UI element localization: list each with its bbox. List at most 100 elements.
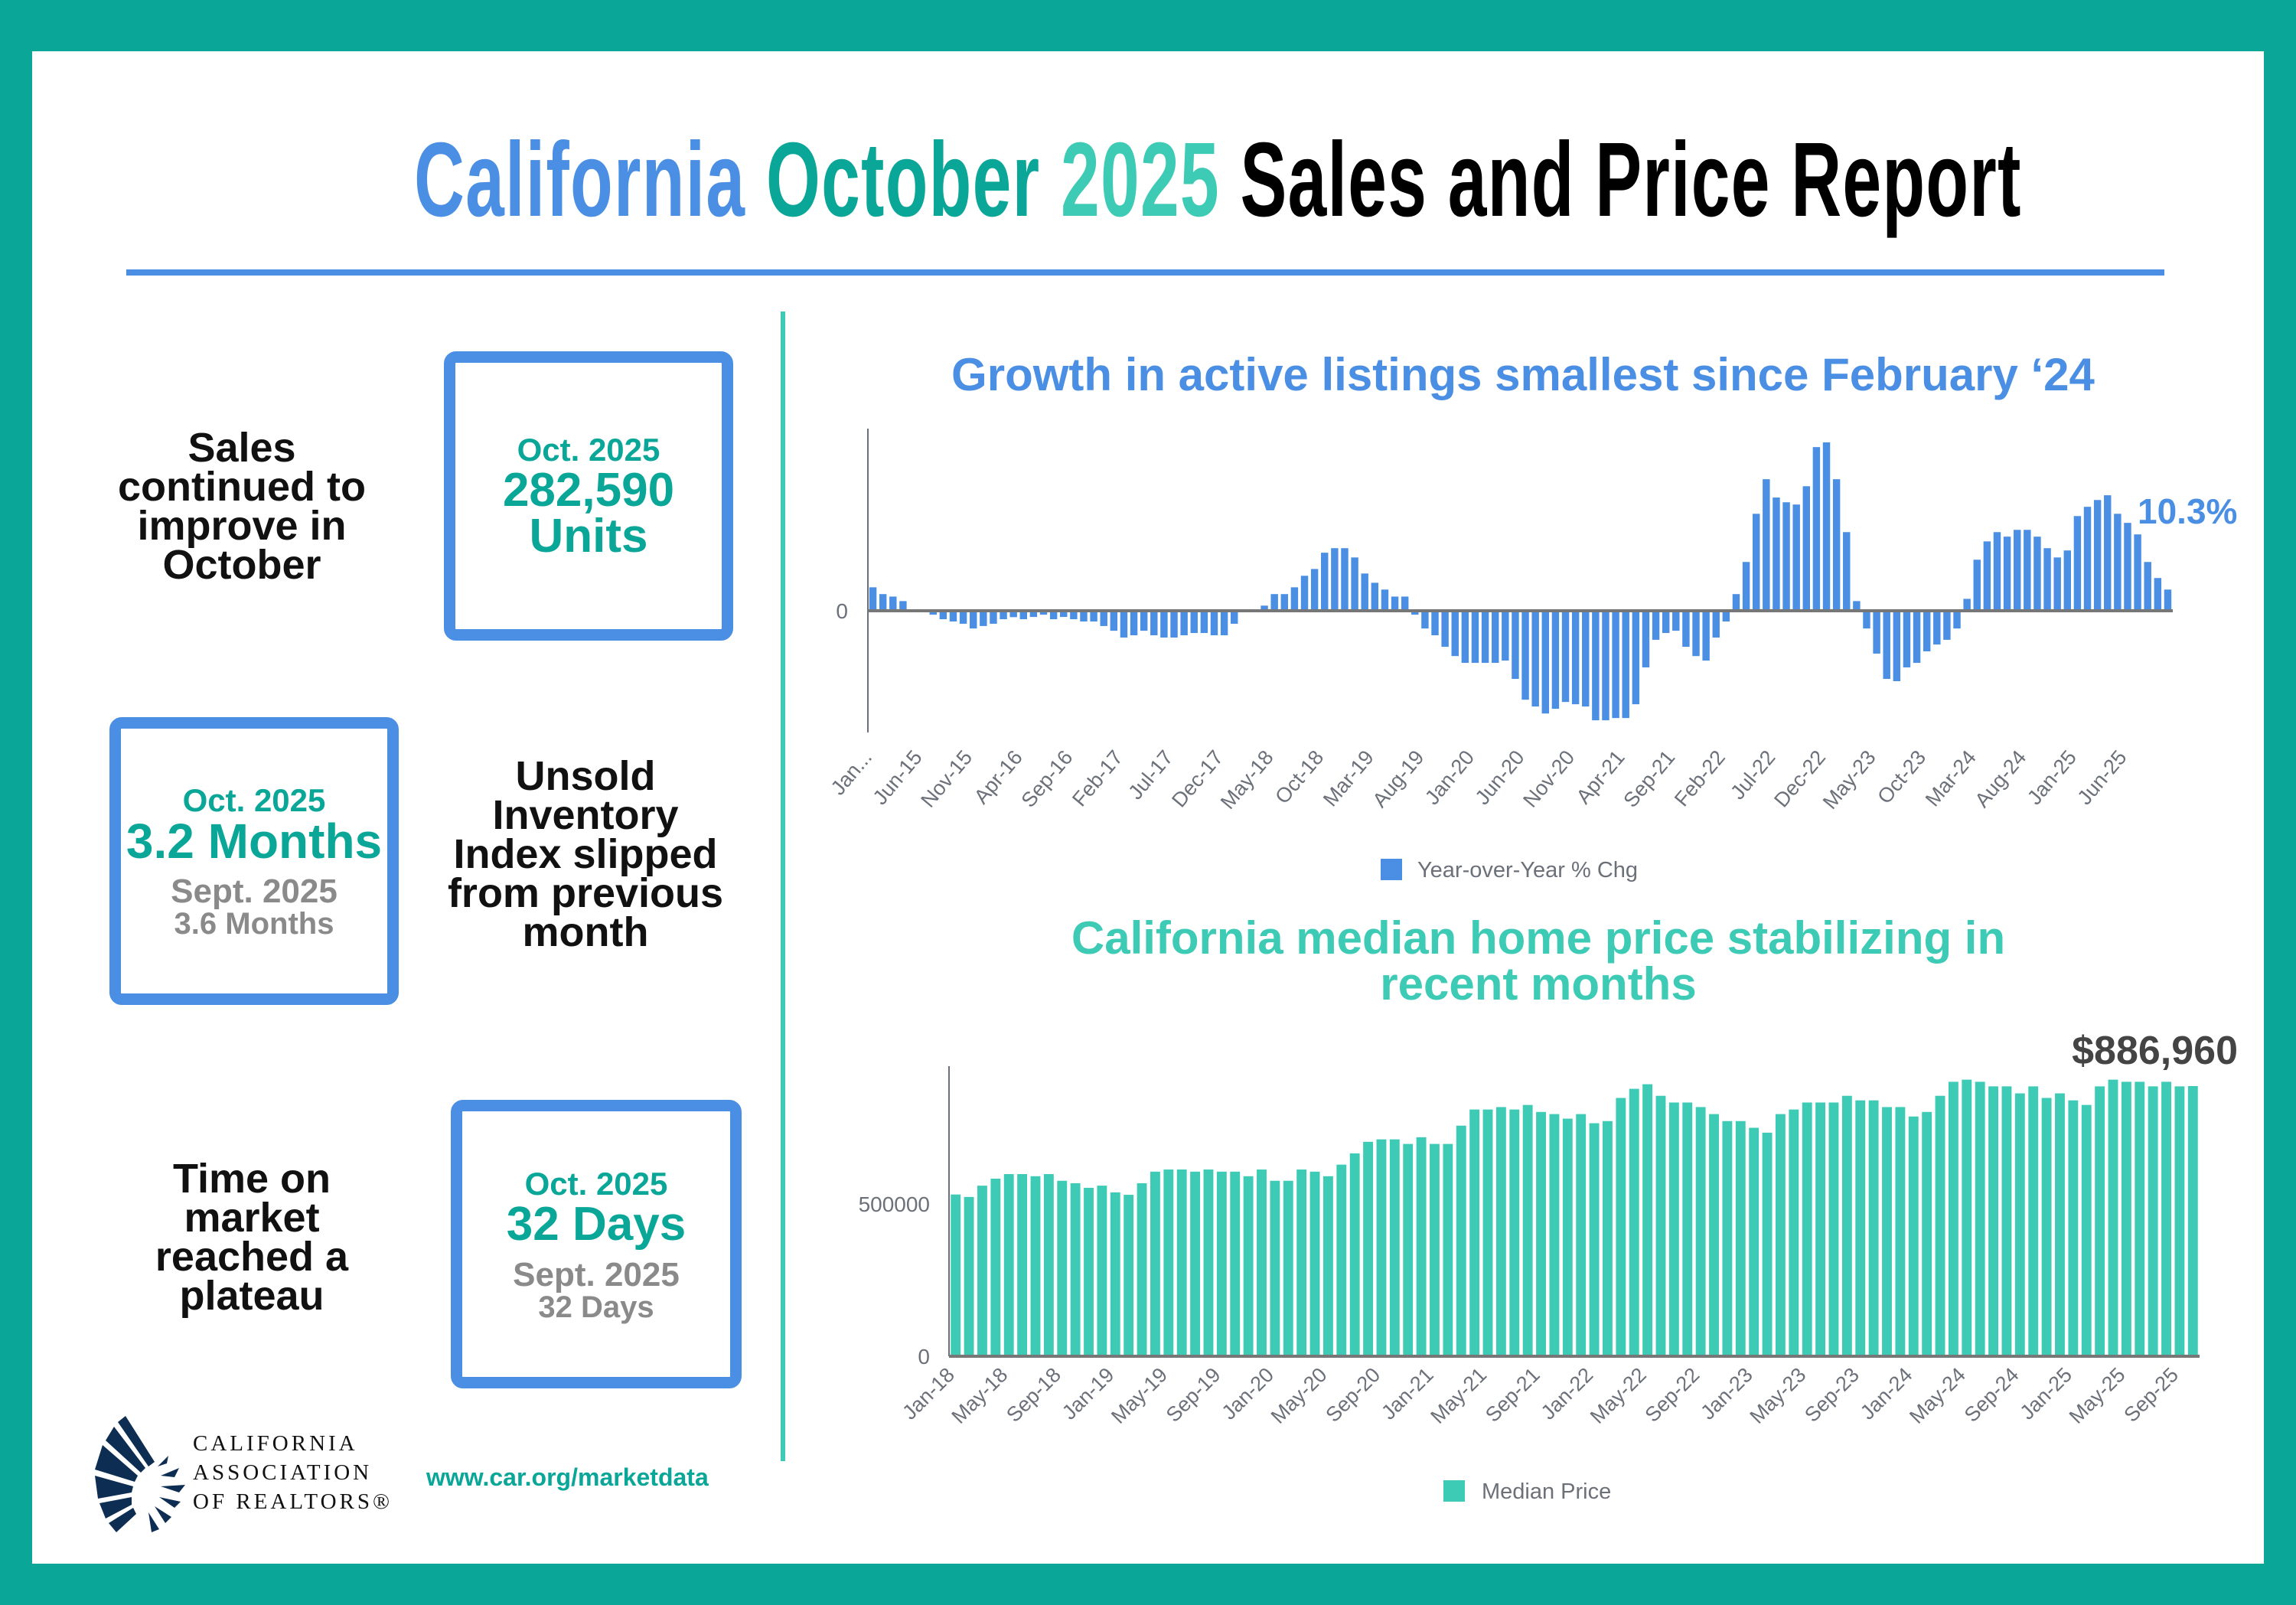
price-bar: [977, 1186, 987, 1356]
listings-bar: [1180, 611, 1188, 636]
listings-bar: [1853, 601, 1861, 611]
listings-bar: [1039, 611, 1048, 615]
listings-bar: [1150, 611, 1158, 636]
car-logo-text: CALIFORNIA ASSOCIATION OF REALTORS®: [193, 1429, 393, 1516]
price-bar: [1935, 1095, 1945, 1356]
listings-bar: [1883, 611, 1890, 680]
sales-period: Oct. 2025: [517, 432, 660, 468]
price-bar: [1097, 1186, 1107, 1356]
price-x-tick: May-24: [1905, 1363, 1970, 1428]
listings-bar: [1933, 611, 1941, 645]
listings-bar: [1963, 599, 1971, 611]
listings-bar: [1381, 589, 1389, 611]
price-bar: [2135, 1081, 2145, 1356]
price-bar: [1668, 1102, 1679, 1356]
price-bar: [1443, 1143, 1453, 1356]
listings-bar: [1782, 502, 1790, 611]
listings-bar: [2063, 550, 2072, 611]
listings-x-tick: Oct-23: [1873, 746, 1930, 808]
listings-bar: [1642, 611, 1650, 667]
logo-line: OF REALTORS®: [193, 1489, 393, 1514]
caption-line: October: [162, 542, 321, 588]
price-bar: [1176, 1169, 1187, 1356]
listings-bar: [1160, 611, 1168, 638]
listings-bar: [1541, 611, 1550, 714]
price-bar: [1841, 1095, 1852, 1356]
page-title: California October 2025 Sales and Price …: [0, 122, 2296, 237]
listings-x-tick: May-23: [1818, 746, 1880, 814]
listings-bar: [1913, 611, 1921, 664]
listings-bar: [1893, 611, 1901, 681]
listings-bar: [1290, 587, 1299, 611]
listings-bar: [980, 611, 987, 626]
listings-bar: [1722, 611, 1730, 621]
price-x-tick: Sep-21: [1481, 1363, 1544, 1427]
listings-bar: [1310, 569, 1319, 611]
listings-bar: [1210, 611, 1218, 636]
listings-x-tick: Jan-25: [2023, 746, 2081, 810]
price-bar: [2001, 1086, 2012, 1356]
price-bar: [1137, 1183, 1147, 1356]
price-bar: [2121, 1081, 2131, 1356]
listings-bar: [1802, 486, 1811, 611]
price-bar: [1017, 1173, 1028, 1356]
listings-bar: [1561, 611, 1570, 703]
listings-bar: [2073, 516, 2082, 611]
inventory-prev-value: 3.6 Months: [174, 907, 334, 941]
listings-bar: [1551, 611, 1560, 710]
title-california: California: [414, 121, 746, 239]
price-bar: [1389, 1139, 1400, 1356]
market-data-link[interactable]: www.car.org/marketdata: [426, 1463, 709, 1491]
price-bar: [1163, 1169, 1174, 1356]
listings-bar: [2134, 534, 2141, 611]
listings-bar: [1431, 611, 1439, 636]
listings-bar: [1863, 611, 1870, 629]
price-x-tick: May-23: [1746, 1363, 1811, 1428]
listings-bar: [1000, 611, 1007, 620]
price-bar: [1376, 1139, 1387, 1356]
listings-x-tick: May-18: [1216, 746, 1278, 814]
listings-bar: [1331, 548, 1339, 611]
price-bar: [1789, 1109, 1799, 1356]
price-bar: [964, 1196, 974, 1356]
price-x-tick: May-18: [947, 1363, 1013, 1428]
tom-prev-period: Sept. 2025: [513, 1255, 680, 1293]
price-bar: [1322, 1176, 1333, 1356]
listings-bar: [1903, 611, 1911, 667]
price-bar: [1230, 1171, 1241, 1356]
price-bar: [1216, 1171, 1227, 1356]
price-x-tick: Sep-18: [1002, 1363, 1065, 1427]
caption-line: plateau: [179, 1273, 325, 1319]
listings-bar: [1080, 611, 1088, 621]
caption-line: month: [522, 909, 649, 955]
price-bar: [2108, 1079, 2118, 1356]
listings-bar: [1531, 611, 1539, 707]
price-bar: [1469, 1109, 1480, 1356]
listings-bar: [1652, 611, 1660, 640]
price-bar: [1003, 1173, 1014, 1356]
listings-bar: [1090, 611, 1097, 621]
price-bar: [1616, 1098, 1626, 1356]
listings-bar: [990, 611, 997, 624]
price-bar: [2041, 1098, 2052, 1356]
price-bar: [2174, 1086, 2185, 1356]
price-bar: [1709, 1114, 1719, 1356]
listings-bar: [1873, 611, 1880, 654]
price-bar: [1070, 1183, 1081, 1356]
time-on-market-caption: Time on market reached a plateau: [99, 1158, 405, 1319]
sales-unit: Units: [529, 510, 648, 563]
price-bar: [1043, 1173, 1054, 1356]
price-bar: [1124, 1195, 1134, 1356]
listings-x-tick: Mar-19: [1319, 746, 1378, 811]
listings-bar: [1582, 611, 1590, 707]
listings-bar: [1100, 611, 1107, 626]
listings-bar: [1220, 611, 1228, 636]
tom-period: Oct. 2025: [524, 1165, 668, 1202]
listings-bar: [1230, 611, 1238, 624]
listings-bar: [959, 611, 967, 624]
price-x-tick: Sep-19: [1162, 1363, 1225, 1427]
price-x-tick: Sep-24: [1960, 1363, 2024, 1427]
listings-bar: [1752, 514, 1760, 611]
listings-bar: [1993, 532, 2001, 611]
sales-stat-box: Oct. 2025 282,590 Units: [444, 351, 733, 641]
